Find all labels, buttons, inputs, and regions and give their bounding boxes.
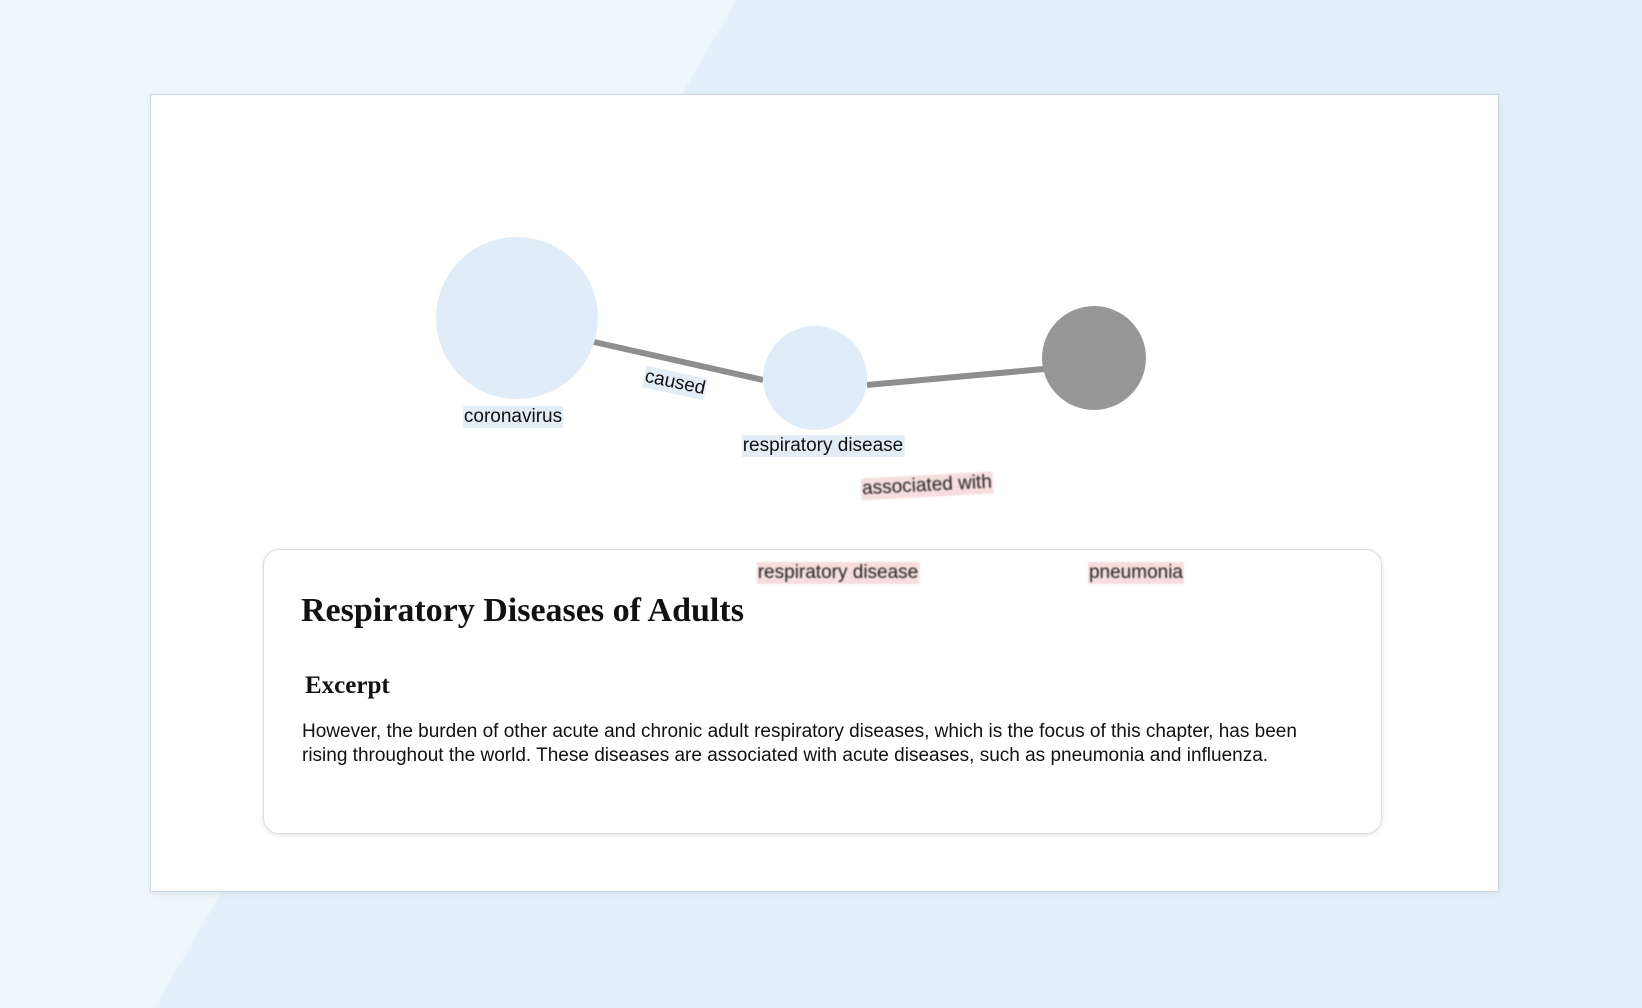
- card-text: However, the burden of other acute and c…: [302, 721, 1297, 766]
- term-label: pneumonia: [1087, 562, 1185, 584]
- card-title: Respiratory Diseases of Adults: [301, 592, 744, 629]
- node[interactable]: [436, 237, 598, 399]
- node-label: respiratory disease: [741, 435, 905, 457]
- card-subtitle: Excerpt: [305, 672, 390, 699]
- edge: [593, 339, 764, 383]
- term-label: respiratory disease: [756, 562, 920, 584]
- card: Respiratory Diseases of Adults Excerpt H…: [263, 549, 1382, 834]
- node[interactable]: [1042, 306, 1146, 410]
- edge: [866, 366, 1045, 388]
- node[interactable]: [763, 326, 867, 430]
- node-label: coronavirus: [462, 406, 564, 428]
